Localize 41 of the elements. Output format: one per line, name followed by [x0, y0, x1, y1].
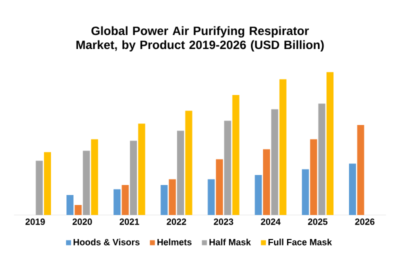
bar [36, 160, 43, 215]
bar [310, 139, 318, 215]
x-tick-label: 2025 [308, 218, 328, 225]
bar [326, 72, 334, 215]
bar [82, 150, 90, 215]
bar [138, 124, 146, 215]
bar [279, 79, 286, 215]
bar [232, 95, 240, 215]
bar [44, 152, 51, 215]
bar [168, 179, 176, 215]
bar [185, 110, 192, 215]
x-tick-label: 2026 [355, 218, 374, 225]
bar [66, 195, 74, 215]
bar [254, 175, 262, 215]
bar [122, 185, 129, 215]
chart-title: Global Power Air Purifying Respirator Market, by Product 2019-2026 (USD Billion) [76, 26, 324, 52]
x-tick-label: 2022 [166, 218, 186, 225]
bar [271, 109, 278, 215]
bar [318, 104, 326, 215]
bar [302, 169, 309, 215]
x-tick-label: 2021 [120, 218, 140, 225]
legend-label: Helmets [157, 238, 192, 246]
bar [263, 149, 270, 215]
x-tick-label: 2019 [25, 218, 45, 225]
x-tick-label: 2020 [72, 218, 92, 225]
bar [130, 140, 137, 215]
legend-label: Half Mask [210, 238, 251, 246]
bar [177, 130, 184, 215]
bar [74, 205, 82, 215]
bar [349, 164, 356, 215]
x-tick-label: 2024 [260, 218, 281, 225]
bar [216, 159, 223, 215]
bar [208, 179, 215, 215]
bar [91, 139, 98, 215]
x-tick-label: 2023 [214, 218, 234, 225]
bar [224, 120, 232, 215]
bar [160, 185, 168, 215]
bar [114, 189, 121, 215]
legend-label: Full Face Mask [268, 238, 332, 246]
bar [357, 125, 364, 215]
legend-label: Hoods & Visors [74, 238, 140, 246]
